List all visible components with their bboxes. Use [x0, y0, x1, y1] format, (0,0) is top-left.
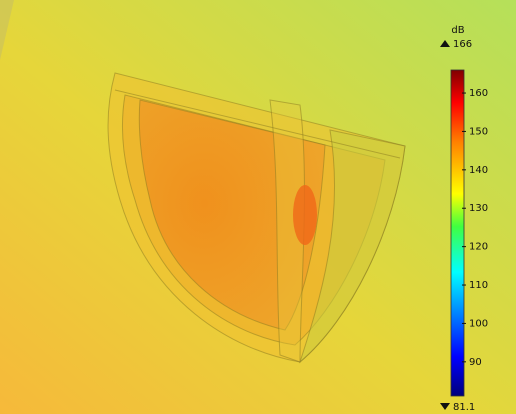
colorbar-tick-label: 110 — [469, 280, 488, 291]
colorbar-tick-label: 160 — [469, 88, 488, 99]
colorbar-tick-label: 90 — [469, 357, 482, 368]
colorbar-min: 81.1 — [453, 402, 475, 413]
colorbar-unit: dB — [451, 25, 464, 36]
colorbar-tick-label: 150 — [469, 126, 488, 137]
colorbar-max: 166 — [453, 39, 472, 50]
colorbar-tick-label: 100 — [469, 318, 488, 329]
colorbar-tick-label: 130 — [469, 203, 488, 214]
colorbar-tick-label: 140 — [469, 165, 488, 176]
colorbar-tick-label: 120 — [469, 242, 488, 253]
viewport: dB 166 81.1 90 100 110 120 130 140 150 160 — [0, 0, 516, 414]
colorbar-scale — [451, 70, 464, 396]
